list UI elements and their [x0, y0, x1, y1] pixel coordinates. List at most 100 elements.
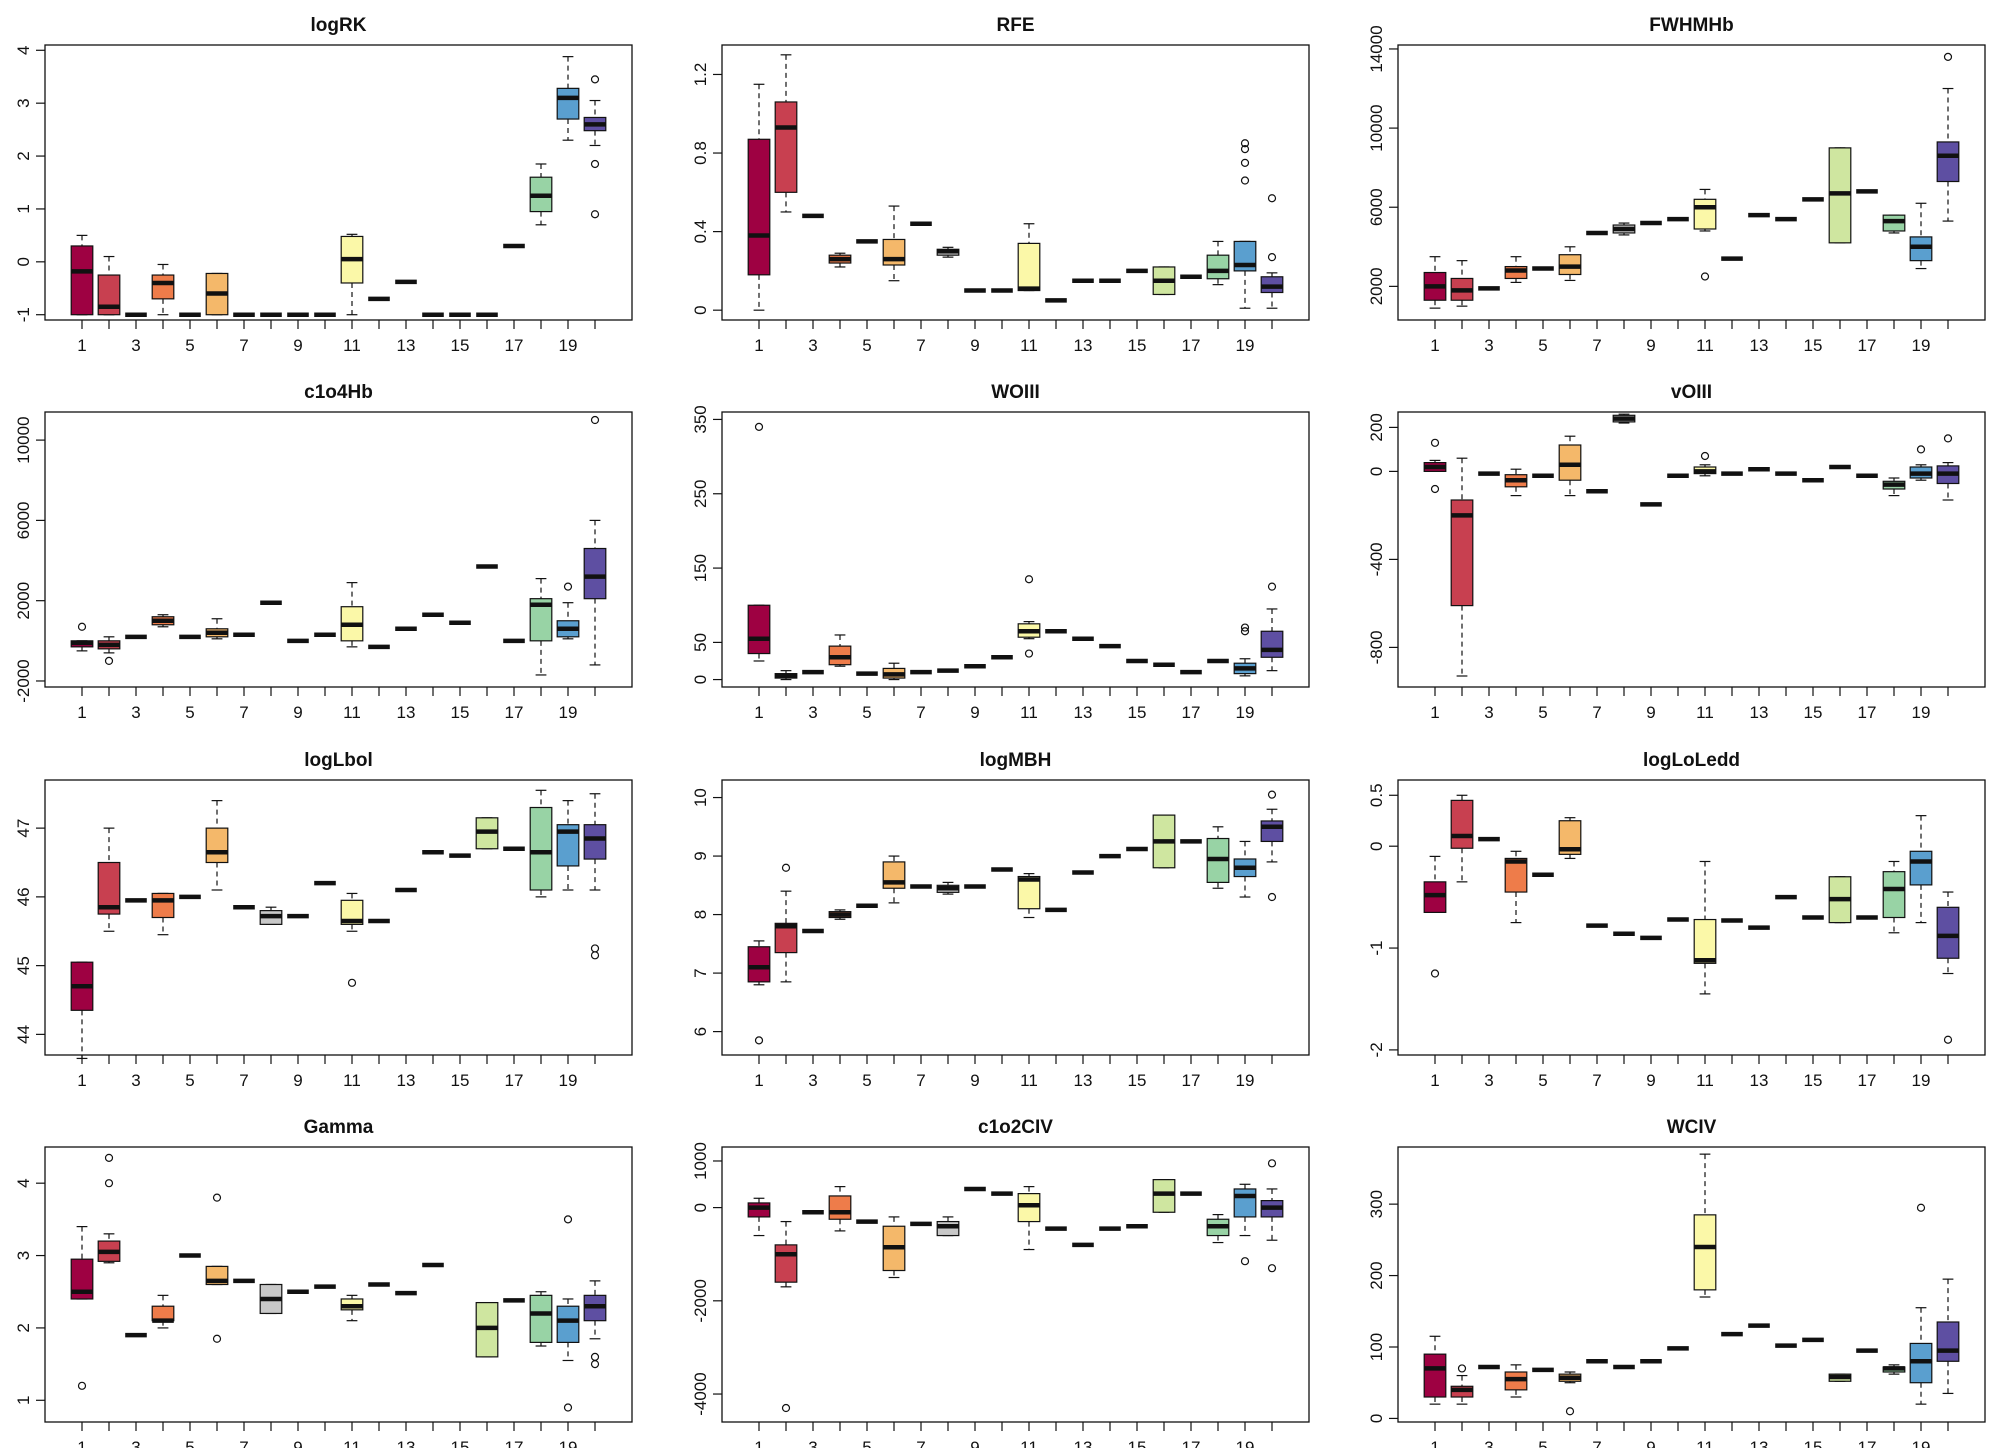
x-tick-label: 1 — [1430, 1071, 1439, 1090]
x-tick-label: 3 — [1484, 336, 1493, 355]
x-tick-label: 3 — [1484, 1071, 1493, 1090]
outlier-point — [563, 1215, 573, 1224]
box-group-1 — [70, 622, 94, 652]
box-iqr — [1260, 820, 1284, 843]
x-tick-label: 9 — [1646, 703, 1655, 722]
x-tick-label: 1 — [1430, 336, 1439, 355]
y-tick-label: 4 — [14, 1178, 33, 1187]
box-group-16 — [1152, 814, 1176, 869]
x-tick-label: 17 — [1858, 1071, 1877, 1090]
box-group-18 — [1206, 1213, 1230, 1244]
x-tick-label: 11 — [343, 1071, 361, 1090]
x-tick-label: 1 — [754, 336, 763, 355]
x-tick-label: 9 — [293, 703, 302, 722]
outlier-point — [1240, 158, 1250, 167]
box-group-1 — [70, 234, 94, 316]
outlier-point — [590, 1352, 600, 1361]
x-tick-label: 9 — [293, 1071, 302, 1090]
outlier-point — [104, 1179, 114, 1188]
outlier-point — [590, 951, 600, 960]
y-tick-label: 1 — [14, 204, 33, 213]
box-group-6 — [882, 662, 906, 681]
box-group-6 — [882, 855, 906, 904]
box-group-8 — [936, 246, 960, 258]
box-group-19 — [556, 56, 580, 141]
box-iqr — [1450, 799, 1474, 849]
y-tick-label: 4 — [14, 46, 33, 55]
outlier-point — [212, 1334, 222, 1343]
box-group-2 — [774, 54, 798, 213]
box-iqr — [556, 87, 580, 120]
box-iqr — [151, 274, 175, 300]
x-tick-label: 19 — [559, 703, 578, 722]
y-tick-label: 0 — [691, 305, 710, 314]
outlier-point — [77, 622, 87, 631]
outlier-point — [1943, 1035, 1953, 1044]
x-tick-label: 11 — [1020, 1438, 1038, 1448]
box-group-6 — [1558, 246, 1582, 282]
box-group-2 — [774, 1220, 798, 1413]
box-group-16 — [1152, 1179, 1176, 1213]
box-iqr — [747, 604, 771, 655]
y-tick-label: -1 — [1367, 940, 1386, 955]
x-tick-label: 11 — [1696, 1071, 1714, 1090]
x-tick-label: 5 — [862, 1438, 871, 1448]
plot-frame — [44, 1146, 633, 1423]
x-tick-label: 11 — [1696, 336, 1714, 355]
box-group-16 — [1152, 266, 1176, 296]
box-group-4 — [1504, 850, 1528, 924]
box-group-6 — [882, 205, 906, 282]
box-iqr — [747, 138, 771, 276]
outlier-point — [77, 1381, 87, 1390]
box-group-4 — [151, 892, 175, 936]
box-group-16 — [1828, 876, 1852, 924]
box-group-18 — [1882, 1364, 1906, 1375]
outlier-point — [590, 210, 600, 219]
y-tick-label: 150 — [691, 554, 710, 582]
y-tick-label: 45 — [14, 956, 33, 975]
box-group-2 — [97, 636, 121, 666]
box-iqr — [556, 824, 580, 867]
x-tick-label: 9 — [1646, 1071, 1655, 1090]
box-group-6 — [882, 1216, 906, 1279]
x-tick-label: 13 — [1074, 336, 1093, 355]
x-tick-label: 9 — [970, 1438, 979, 1448]
chart-title: Gamma — [304, 1117, 374, 1138]
y-tick-label: 300 — [1367, 1190, 1386, 1218]
x-tick-label: 7 — [916, 1438, 925, 1448]
x-tick-label: 3 — [808, 1071, 817, 1090]
chart-title: c1o2CIV — [978, 1117, 1053, 1138]
plot-frame — [44, 411, 633, 688]
x-tick-label: 3 — [1484, 1438, 1493, 1448]
y-tick-label: 0 — [691, 675, 710, 684]
plot-frame — [1397, 411, 1986, 688]
x-tick-label: 15 — [1804, 1071, 1823, 1090]
box-group-8 — [1612, 413, 1636, 424]
x-tick-label: 17 — [505, 1438, 524, 1448]
x-tick-label: 17 — [505, 336, 524, 355]
y-tick-label: 1 — [14, 1396, 33, 1405]
x-tick-label: 17 — [1858, 1438, 1877, 1448]
box-group-1 — [1423, 438, 1447, 494]
x-tick-label: 13 — [1074, 1438, 1093, 1448]
box-iqr — [1693, 918, 1717, 964]
plot-frame — [721, 779, 1310, 1056]
x-tick-label: 15 — [451, 1438, 470, 1448]
x-tick-label: 15 — [1804, 703, 1823, 722]
box-iqr — [1936, 1321, 1960, 1362]
y-tick-label: 0 — [14, 257, 33, 266]
outlier-point — [781, 1403, 791, 1413]
x-tick-label: 11 — [343, 1438, 361, 1448]
plot-frame — [44, 44, 633, 321]
box-iqr — [747, 946, 771, 983]
outlier-point — [104, 656, 114, 666]
outlier-point — [1267, 892, 1277, 902]
y-tick-label: 0.5 — [1367, 783, 1386, 807]
y-tick-label: -4000 — [691, 1372, 710, 1415]
box-group-2 — [774, 863, 798, 983]
box-group-11 — [340, 892, 364, 987]
